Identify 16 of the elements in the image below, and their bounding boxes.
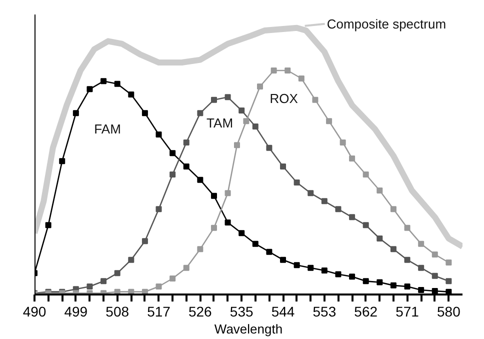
x-tick-label: 535: [230, 304, 254, 320]
series-label: TAM: [206, 116, 234, 131]
x-tick-label: 571: [396, 304, 420, 320]
legend-label: Composite spectrum: [326, 16, 446, 32]
x-tick-label: 508: [106, 304, 130, 320]
x-tick-label: 562: [354, 304, 378, 320]
x-tick-label: 517: [147, 304, 171, 320]
x-tick-label: 544: [271, 304, 295, 320]
x-tick-label: 490: [22, 304, 46, 320]
series-label: FAM: [94, 122, 121, 137]
x-tick-label: 526: [188, 304, 212, 320]
series-label: ROX: [270, 91, 298, 106]
x-tick-label: 499: [64, 304, 88, 320]
x-tick-label: 580: [437, 304, 461, 320]
x-axis-title: Wavelength: [214, 322, 283, 336]
x-tick-label: 553: [312, 304, 336, 320]
